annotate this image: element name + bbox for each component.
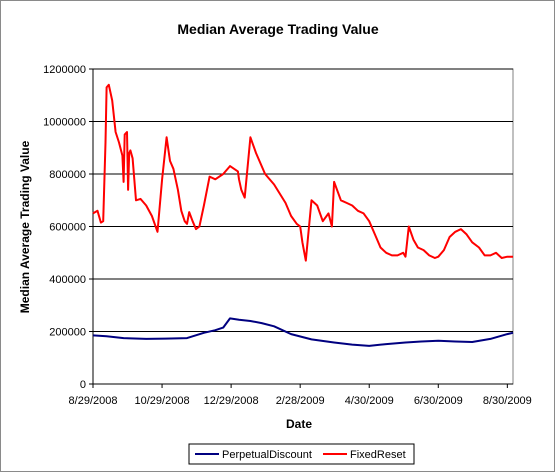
y-tick-label: 0 [80,379,86,391]
x-tick-label: 2/28/2009 [276,395,325,407]
y-axis-ticks: 0 200000 400000 600000 800000 1000000 1200000 [43,64,93,391]
y-tick-label: 800000 [49,169,86,181]
series-line-fixedreset [92,83,513,262]
x-axis-ticks: 8/29/2008 10/29/2008 12/29/2008 2/28/2009 4/… [69,384,532,407]
legend-label-fixedreset: FixedReset [350,449,406,461]
chart-title: Median Average Trading Value [177,21,378,37]
x-tick-label: 8/29/2008 [69,395,118,407]
x-tick-label: 4/30/2009 [345,395,394,407]
x-axis-title: Date [286,417,312,431]
y-tick-label: 1200000 [43,64,86,76]
y-axis-title: Median Average Trading Value [18,140,32,313]
y-tick-label: 1000000 [43,117,86,129]
legend: PerpetualDiscount FixedReset [188,443,415,465]
legend-box [188,443,415,465]
x-tick-label: 8/30/2009 [483,395,532,407]
legend-label-perpetualdiscount: PerpetualDiscount [222,449,312,461]
y-tick-label: 600000 [49,222,86,234]
x-tick-label: 6/30/2009 [414,395,463,407]
y-tick-label: 200000 [49,327,86,339]
series-lines [92,83,514,347]
x-tick-label: 12/29/2008 [204,395,259,407]
gridlines [93,68,513,332]
series-line-perpetualdiscount [92,317,514,347]
x-tick-label: 10/29/2008 [135,395,190,407]
y-tick-label: 400000 [49,274,86,286]
